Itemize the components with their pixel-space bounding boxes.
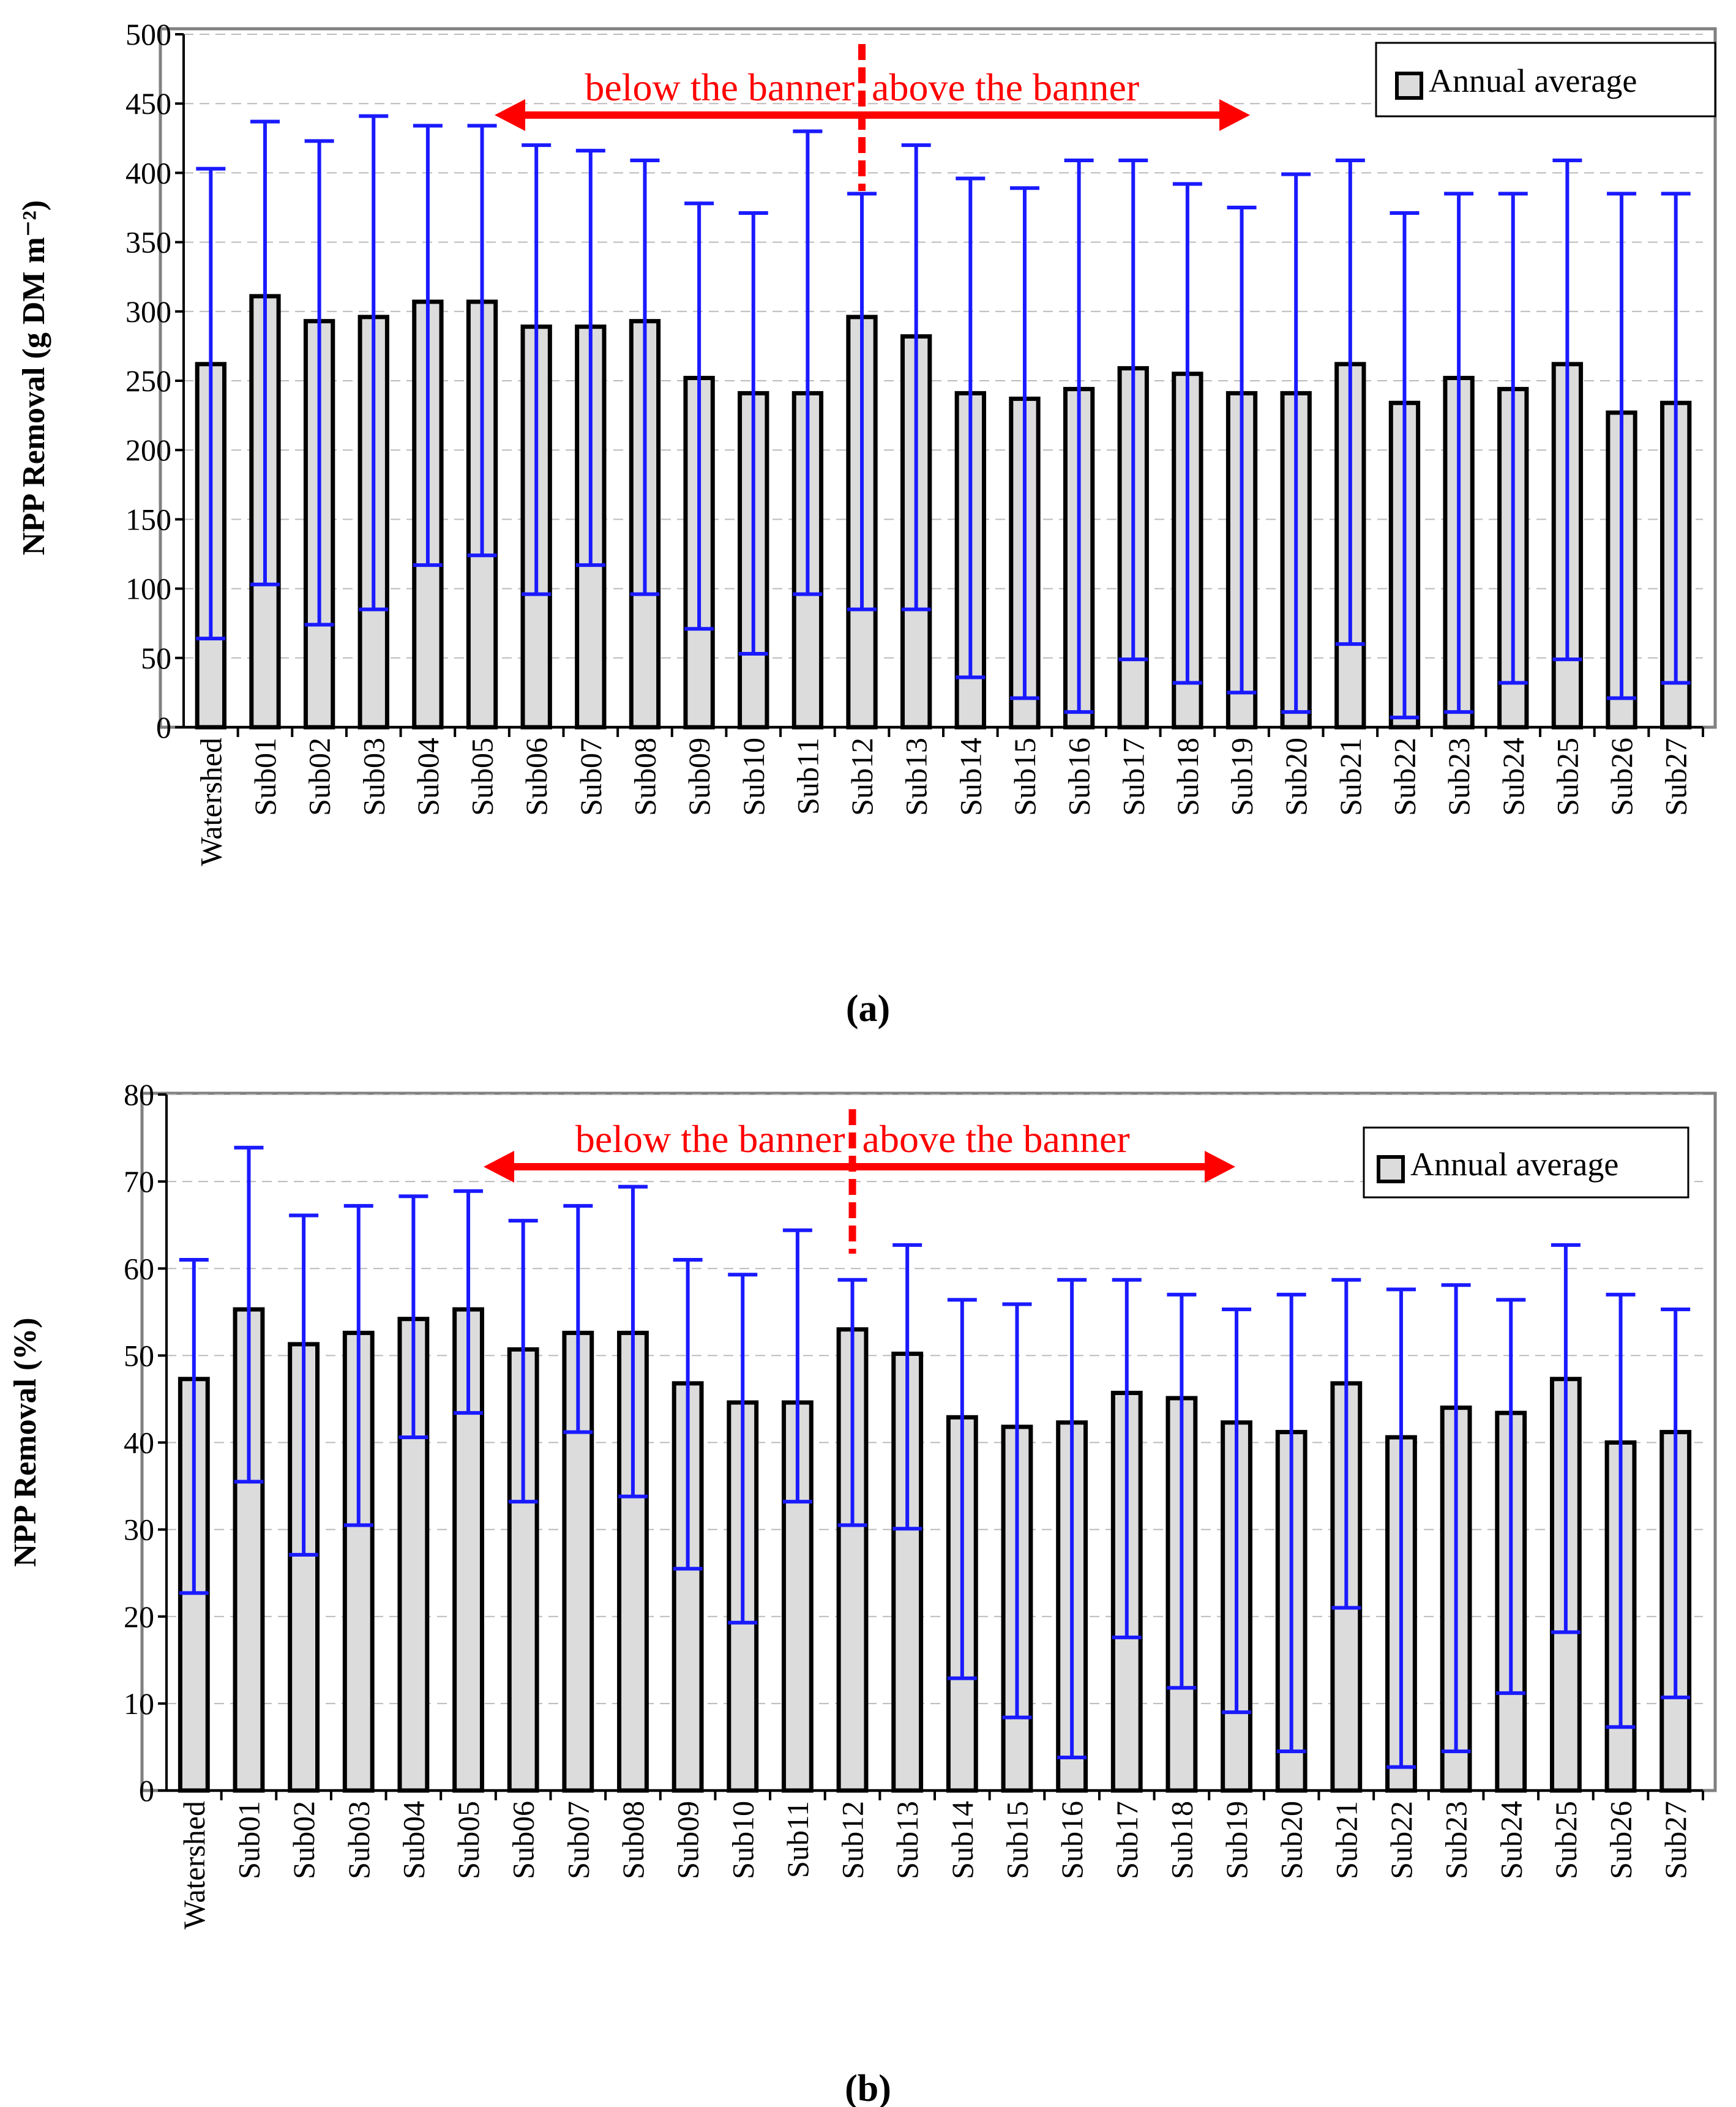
y-tick-label: 300 [125, 294, 171, 329]
y-tick-label: 20 [124, 1600, 154, 1634]
y-tick-label: 50 [141, 641, 171, 675]
category-label: Sub18 [1170, 738, 1205, 816]
y-tick-label: 400 [125, 155, 171, 190]
category-label: Sub06 [519, 738, 553, 816]
category-label: Sub15 [1008, 738, 1042, 816]
category-label: Sub10 [725, 1801, 760, 1879]
y-axis-title: NPP Removal (%) [8, 1317, 43, 1566]
category-label: Sub23 [1442, 738, 1476, 816]
y-tick-label: 350 [125, 225, 171, 260]
banner-arrowhead-right [1205, 1151, 1235, 1183]
y-tick-label: 100 [125, 572, 171, 606]
category-label: Sub21 [1329, 1801, 1363, 1879]
category-label: Sub04 [411, 738, 445, 816]
category-label: Sub20 [1274, 1801, 1309, 1879]
category-label: Watershed [193, 738, 228, 866]
category-label: Sub19 [1225, 738, 1259, 816]
category-label: Sub22 [1387, 738, 1421, 816]
y-tick-label: 250 [125, 364, 171, 398]
banner-arrowhead-right [1219, 99, 1250, 131]
y-tick-label: 0 [139, 1773, 154, 1808]
y-tick-label: 60 [124, 1251, 154, 1286]
y-tick-label: 50 [124, 1338, 154, 1372]
category-label: Sub27 [1658, 1801, 1693, 1879]
bar [452, 1307, 484, 1793]
banner-label-above: above the banner [862, 1117, 1130, 1161]
category-label: Sub09 [682, 738, 716, 816]
category-label: Sub24 [1496, 738, 1530, 816]
legend-box [1375, 42, 1716, 118]
category-label: Sub16 [1062, 738, 1096, 816]
category-label: Sub20 [1279, 738, 1313, 816]
category-label: Sub02 [302, 738, 337, 816]
category-label: Sub18 [1164, 1801, 1199, 1879]
y-tick-label: 500 [125, 17, 171, 51]
y-axis-title: NPP Removal (g DM m⁻²) [17, 200, 51, 555]
y-tick-label: 80 [124, 1077, 154, 1112]
category-label: Sub19 [1219, 1801, 1254, 1879]
category-label: Watershed [177, 1801, 211, 1929]
category-label: Sub14 [953, 738, 987, 816]
y-tick-label: 30 [124, 1513, 154, 1547]
banner-arrowhead-left [495, 99, 525, 131]
category-label: Sub22 [1384, 1801, 1418, 1879]
banner-label-below: below the banner [585, 65, 855, 109]
y-tick-label: 200 [125, 433, 171, 467]
category-label: Sub25 [1550, 738, 1584, 816]
category-label: Sub17 [1116, 738, 1150, 816]
category-label: Sub16 [1055, 1801, 1089, 1879]
banner-label-above: above the banner [872, 65, 1139, 109]
category-label: Sub08 [627, 738, 662, 816]
category-label: Sub26 [1604, 738, 1639, 816]
category-label: Sub27 [1659, 738, 1693, 816]
chart-a: 0 50 100 150 200 250 300 350 400 450 500 NPP Remova… [17, 17, 1717, 1030]
legend-label: Annual average [1429, 62, 1637, 99]
category-label: Sub07 [574, 738, 608, 816]
legend-swatch [1395, 72, 1423, 100]
y-tick-label: 40 [124, 1426, 154, 1460]
category-label: Sub25 [1549, 1801, 1583, 1879]
category-label: Sub23 [1439, 1801, 1473, 1879]
legend-box [1363, 1126, 1689, 1199]
category-label: Sub08 [616, 1801, 650, 1879]
category-label: Sub12 [845, 738, 879, 816]
category-label: Sub13 [890, 1801, 924, 1879]
category-label: Sub05 [451, 1801, 485, 1879]
banner-arrowhead-left [484, 1151, 514, 1183]
category-label: Sub07 [561, 1801, 595, 1879]
category-label: Sub09 [671, 1801, 705, 1879]
category-label: Sub13 [899, 738, 933, 816]
category-label: Sub03 [356, 738, 391, 816]
category-label: Sub01 [248, 738, 282, 816]
legend-label: Annual average [1410, 1146, 1618, 1183]
category-label: Sub15 [1000, 1801, 1034, 1879]
category-label: Sub17 [1110, 1801, 1144, 1879]
category-label: Sub02 [286, 1801, 321, 1879]
y-tick-label: 0 [156, 710, 171, 744]
y-tick-label: 70 [124, 1164, 154, 1199]
plot-frame [159, 27, 1717, 729]
y-tick-label: 150 [125, 502, 171, 536]
category-label: Sub01 [231, 1801, 266, 1879]
panel-label: (a) [846, 988, 890, 1030]
category-label: Sub06 [506, 1801, 541, 1879]
category-label: Sub14 [945, 1801, 979, 1879]
category-label: Sub11 [790, 738, 825, 815]
category-label: Sub10 [736, 738, 771, 816]
y-tick-label: 450 [125, 86, 171, 121]
panel-label: (b) [845, 2068, 891, 2107]
category-label: Sub21 [1333, 738, 1367, 816]
category-label: Sub04 [396, 1801, 430, 1879]
category-label: Sub24 [1494, 1801, 1528, 1879]
legend-swatch [1377, 1155, 1405, 1183]
banner-label-below: below the banner [575, 1117, 845, 1161]
y-tick-label: 10 [124, 1686, 154, 1721]
chart-b: 0 10 20 30 40 50 60 70 80 NPP Removal (%) Watershe… [8, 1077, 1717, 2107]
category-label: Sub05 [465, 738, 499, 816]
category-label: Sub03 [342, 1801, 376, 1879]
category-label: Sub12 [836, 1801, 870, 1879]
category-label: Sub11 [780, 1801, 815, 1878]
category-label: Sub26 [1604, 1801, 1638, 1879]
